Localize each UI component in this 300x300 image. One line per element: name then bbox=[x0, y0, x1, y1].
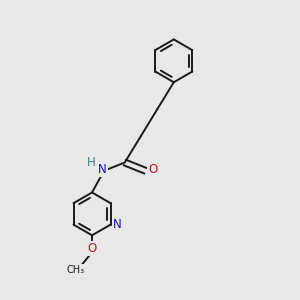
Text: O: O bbox=[87, 242, 97, 255]
Text: CH₃: CH₃ bbox=[67, 265, 85, 275]
Text: O: O bbox=[148, 163, 158, 176]
Text: H: H bbox=[87, 156, 96, 169]
Text: N: N bbox=[98, 163, 107, 176]
Text: N: N bbox=[113, 218, 122, 231]
